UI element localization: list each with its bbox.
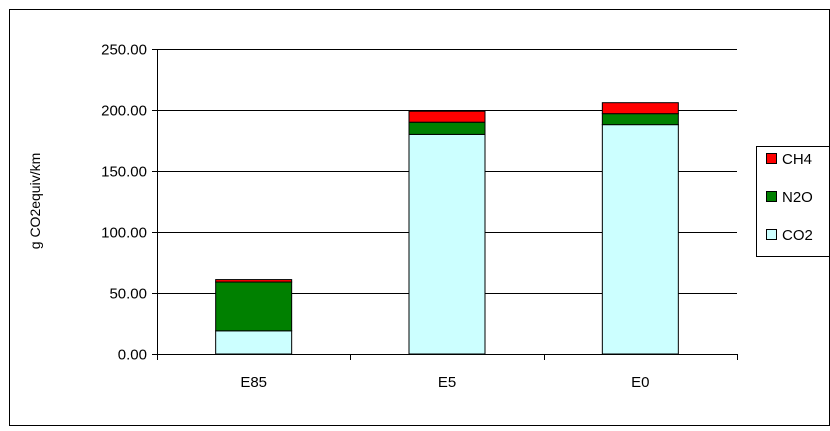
legend-label-ch4: CH4 <box>782 151 812 168</box>
y-tick-label: 50.00 <box>109 286 147 303</box>
bars <box>215 102 679 355</box>
bar-segment-n2o-e5 <box>408 121 486 135</box>
x-tick-label: E0 <box>631 374 649 391</box>
bar-segment-ch4-e5 <box>408 110 486 123</box>
bar-segment-n2o-e85 <box>215 281 293 332</box>
bar-segment-co2-e85 <box>215 330 293 355</box>
legend-swatch-n2o <box>766 191 777 202</box>
y-tick-label: 250.00 <box>101 42 147 59</box>
x-tick-labels: E85 E5 E0 <box>240 374 649 391</box>
legend-swatch-co2 <box>766 229 777 240</box>
x-tick-label: E85 <box>240 374 267 391</box>
y-axis-label: g CO2equiv/km <box>27 153 43 249</box>
bar-segment-co2-e5 <box>408 133 486 355</box>
bar-segment-co2-e0 <box>601 124 679 355</box>
y-tick-label: 0.00 <box>118 347 147 364</box>
y-tick-label: 100.00 <box>101 225 147 242</box>
legend-swatch-ch4 <box>766 153 777 164</box>
legend-label-co2: CO2 <box>782 227 813 244</box>
bar-segment-ch4-e85 <box>215 279 293 283</box>
axes <box>152 49 738 360</box>
bar-segment-ch4-e0 <box>601 102 679 115</box>
legend-label-n2o: N2O <box>782 189 813 206</box>
bar-segment-n2o-e0 <box>601 113 679 126</box>
y-tick-label: 150.00 <box>101 164 147 181</box>
y-tick-label: 200.00 <box>101 103 147 120</box>
x-tick-label: E5 <box>438 374 456 391</box>
legend: CH4 N2O CO2 <box>756 146 830 257</box>
y-tick-labels: 0.00 50.00 100.00 150.00 200.00 250.00 <box>101 42 147 364</box>
